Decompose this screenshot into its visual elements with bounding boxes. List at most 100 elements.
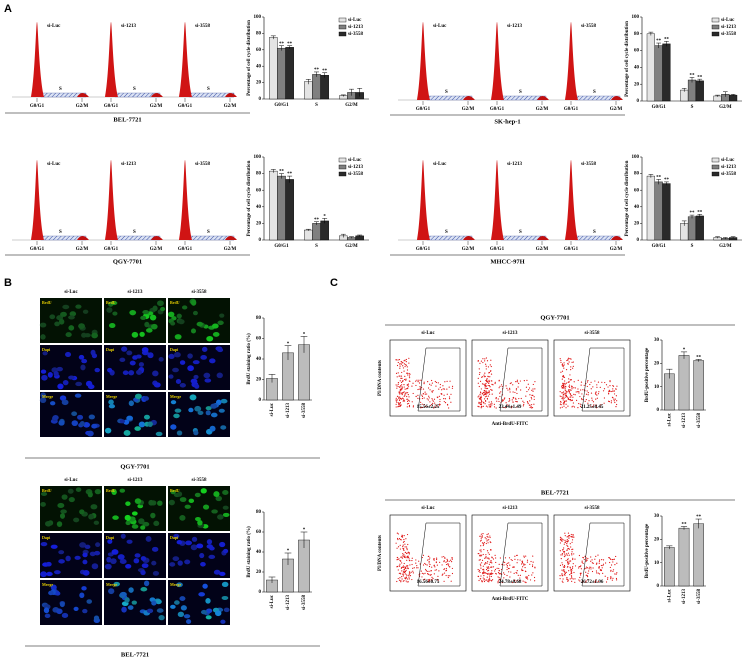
event <box>564 380 566 382</box>
event <box>406 400 409 402</box>
event <box>564 535 566 537</box>
event <box>478 373 481 376</box>
event <box>523 556 525 558</box>
event <box>490 401 493 403</box>
event <box>496 567 498 569</box>
event <box>406 567 409 569</box>
event <box>595 579 597 581</box>
event <box>406 559 408 561</box>
event <box>534 580 536 582</box>
nucleus <box>91 353 98 359</box>
event <box>498 567 500 570</box>
nucleus <box>40 491 48 497</box>
event <box>508 400 510 402</box>
event <box>411 385 413 387</box>
nucleus <box>82 552 88 558</box>
event <box>403 384 405 386</box>
nucleus <box>190 328 196 334</box>
y-tick-label: 30 <box>654 514 660 519</box>
event <box>561 540 563 542</box>
event <box>427 573 429 575</box>
nucleus <box>131 331 139 338</box>
event <box>564 396 566 398</box>
event <box>480 539 482 541</box>
event <box>398 558 400 560</box>
event <box>524 563 526 566</box>
event <box>402 380 404 382</box>
nucleus <box>142 521 150 527</box>
event <box>586 575 588 577</box>
event <box>584 555 586 557</box>
event <box>609 557 611 560</box>
nucleus <box>220 425 227 430</box>
nucleus <box>124 514 131 521</box>
event <box>526 561 529 563</box>
event <box>523 555 525 557</box>
event <box>572 405 574 407</box>
event <box>406 403 409 405</box>
legend-swatch <box>338 31 347 37</box>
event <box>596 572 598 574</box>
event <box>563 566 566 568</box>
significance: * <box>303 528 306 533</box>
nucleus <box>179 383 186 388</box>
event <box>488 390 490 393</box>
event <box>564 383 567 385</box>
nucleus <box>120 533 126 539</box>
nucleus <box>40 542 48 547</box>
gate <box>581 347 625 412</box>
y-axis-label: Percentage of cell cycle distribution <box>247 160 252 236</box>
nucleus <box>172 556 180 562</box>
x-tick-label: si-1213 <box>286 595 291 611</box>
event <box>487 552 489 554</box>
event <box>405 565 408 567</box>
event <box>485 554 487 556</box>
event <box>479 563 482 565</box>
event <box>397 577 399 580</box>
event <box>396 387 398 389</box>
event <box>484 358 486 360</box>
event <box>606 578 609 580</box>
event <box>490 541 492 544</box>
event <box>498 563 500 565</box>
event <box>483 579 485 581</box>
event <box>561 573 563 575</box>
event <box>482 544 484 547</box>
event <box>433 398 436 400</box>
event <box>397 558 399 561</box>
event <box>567 563 569 565</box>
event <box>433 573 435 575</box>
event <box>533 396 535 398</box>
nucleus <box>208 554 216 560</box>
event <box>404 375 406 377</box>
event <box>485 390 487 392</box>
nucleus <box>108 404 116 409</box>
event <box>572 578 574 580</box>
event <box>446 558 448 560</box>
event <box>580 389 582 391</box>
event <box>431 579 433 581</box>
event <box>531 565 534 568</box>
event <box>616 385 618 387</box>
column-label: si-Luc <box>421 331 435 336</box>
nucleus <box>80 364 86 371</box>
event <box>571 399 573 402</box>
event <box>447 404 449 406</box>
event <box>402 397 404 400</box>
y-tick-label: 80 <box>256 510 262 515</box>
event <box>400 388 402 390</box>
event <box>406 392 409 394</box>
event <box>404 543 406 545</box>
event <box>571 536 573 538</box>
nucleus <box>219 313 225 318</box>
event <box>404 566 406 568</box>
event <box>499 572 501 575</box>
event <box>532 383 534 386</box>
event <box>567 552 570 554</box>
event <box>608 389 610 391</box>
event <box>408 578 410 580</box>
nucleus <box>136 369 142 375</box>
event <box>427 380 429 383</box>
event <box>564 389 566 391</box>
event <box>528 574 530 577</box>
